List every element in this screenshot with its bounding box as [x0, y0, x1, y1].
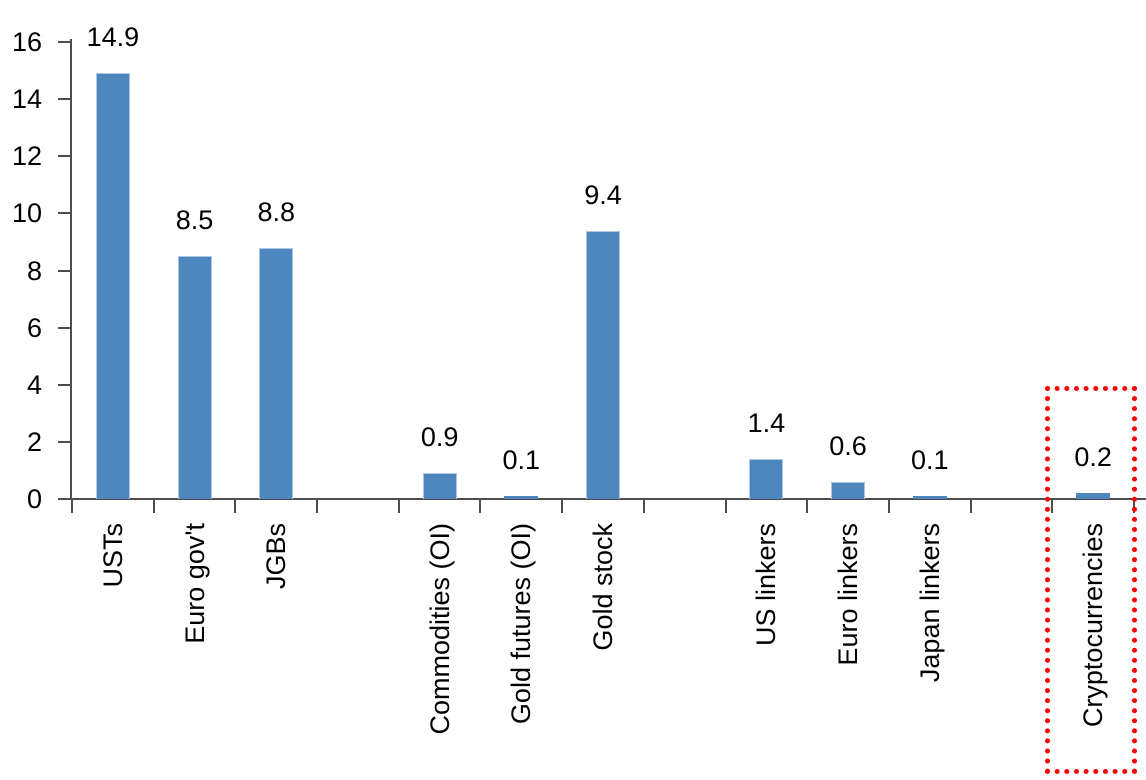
y-tick: [58, 440, 72, 443]
y-tick-label: 10: [11, 198, 42, 229]
category-label: Japan linkers: [914, 523, 945, 683]
category-label: Commodities (OI): [424, 523, 455, 735]
y-tick: [58, 269, 72, 272]
x-tick: [152, 499, 155, 513]
category-label: USTs: [97, 523, 128, 588]
bar-value-label: 0.2: [1074, 442, 1112, 473]
x-tick: [724, 499, 727, 513]
x-axis-line: [70, 498, 1146, 500]
x-tick: [887, 499, 890, 513]
x-tick: [642, 499, 645, 513]
y-tick: [58, 155, 72, 158]
bar: [1076, 493, 1111, 499]
y-tick: [58, 498, 72, 500]
category-label: Euro gov't: [179, 523, 210, 644]
bar-value-label: 14.9: [86, 22, 140, 53]
category-label: JGBs: [261, 523, 292, 590]
category-label: Gold futures (OI): [506, 523, 537, 725]
y-tick: [58, 41, 72, 43]
x-tick: [969, 499, 972, 513]
x-tick: [316, 499, 319, 513]
y-tick-label: 0: [26, 484, 42, 514]
x-tick: [234, 499, 237, 513]
y-tick: [58, 383, 72, 386]
category-label: Gold stock: [588, 523, 618, 651]
bar: [831, 481, 866, 499]
bar-value-label: 0.1: [910, 445, 949, 476]
x-tick: [806, 499, 809, 513]
bar-value-label: 0.6: [829, 430, 867, 461]
y-tick-label: 8: [26, 255, 42, 286]
bar-value-label: 0.1: [502, 445, 541, 476]
y-tick-label: 16: [11, 27, 42, 57]
bar-value-label: 9.4: [584, 179, 622, 210]
bar: [504, 496, 539, 499]
y-tick-label: 14: [11, 84, 42, 115]
y-tick-label: 4: [26, 369, 42, 400]
bar: [912, 496, 947, 499]
bar-value-label: 8.5: [175, 205, 214, 236]
bar-value-label: 1.4: [747, 408, 786, 438]
bar: [259, 247, 294, 499]
bar: [586, 230, 620, 499]
y-axis-line: [70, 39, 72, 499]
y-tick: [58, 212, 72, 215]
x-tick: [1051, 499, 1054, 513]
y-tick: [58, 326, 72, 329]
y-tick-label: 12: [11, 141, 42, 172]
bar: [95, 73, 130, 499]
x-tick: [561, 499, 564, 513]
y-tick-label: 2: [26, 426, 42, 457]
x-tick: [397, 499, 400, 513]
x-tick: [479, 499, 482, 513]
bar-value-label: 0.9: [420, 422, 459, 453]
x-tick: [71, 499, 73, 513]
category-label: Euro linkers: [833, 523, 864, 666]
category-label: US linkers: [751, 523, 782, 647]
x-tick: [1133, 499, 1135, 513]
bar: [749, 459, 784, 499]
bar: [422, 473, 457, 499]
category-label: Cryptocurrencies: [1078, 523, 1109, 728]
y-tick-label: 6: [26, 312, 42, 343]
bar: [177, 256, 212, 499]
y-tick: [58, 98, 72, 101]
bar-value-label: 8.8: [257, 196, 295, 227]
